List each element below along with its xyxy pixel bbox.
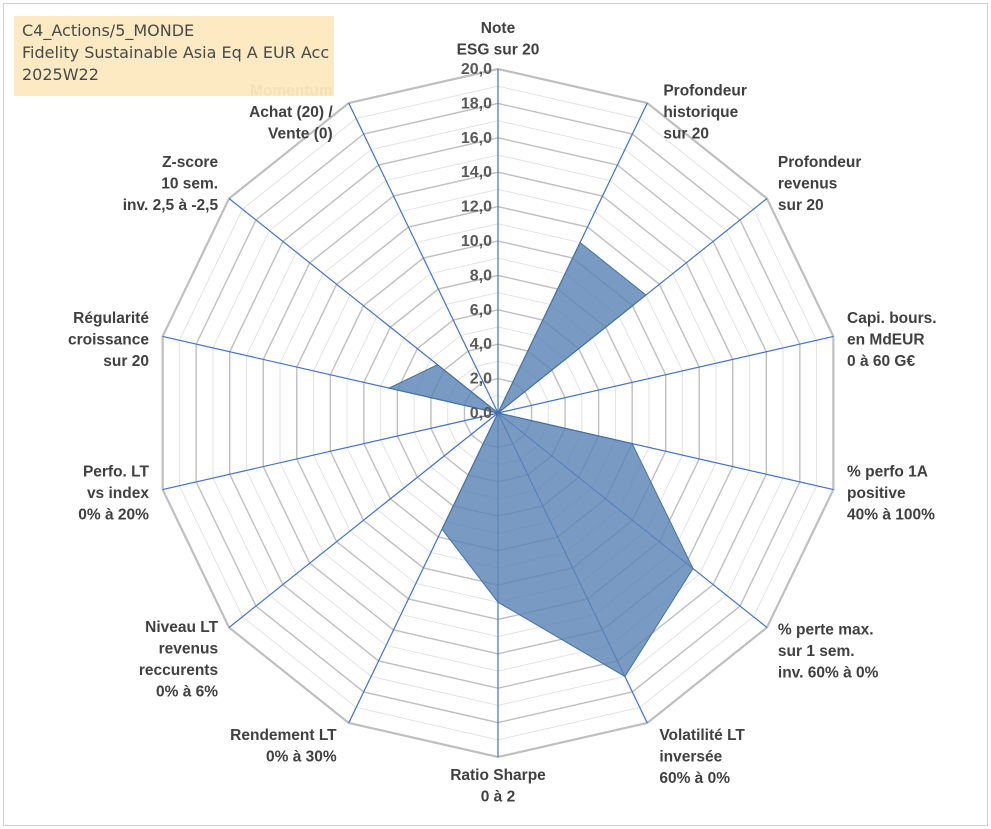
axis-label: % perte max. sur 1 sem. inv. 60% à 0%: [778, 622, 879, 682]
title-line-1: C4_Actions/5_MONDE: [22, 21, 195, 40]
title-line-3: 2025W22: [22, 65, 99, 84]
axis-label: Capi. bours. en MdEUR 0 à 60 G€: [847, 310, 937, 370]
title-line-2: Fidelity Sustainable Asia Eq A EUR Acc: [22, 43, 330, 62]
axis-label: Z-score 10 sem. inv. 2,5 à -2,5: [123, 154, 219, 214]
tick-label: 2,0: [470, 371, 492, 388]
axis-spoke: [348, 102, 499, 414]
tick-label: 12,0: [461, 199, 492, 216]
axis-label: % perfo 1A positive 40% à 100%: [847, 463, 935, 523]
radial-tick-labels: 0,0 2,0 4,0 6,0 8,0 10,0 12,0 14,0 16,0 18,0 20,0: [461, 61, 492, 422]
tick-label: 20,0: [461, 61, 492, 78]
tick-label: 8,0: [470, 267, 492, 284]
axis-label: Niveau LT revenus reccurents 0% à 6%: [139, 619, 219, 701]
tick-label: 6,0: [470, 302, 492, 319]
axis-spoke: [162, 412, 499, 491]
axis-label: Profondeur historique sur 20: [663, 82, 747, 142]
axis-spoke: [497, 335, 834, 414]
axis-label: Ratio Sharpe 0 à 2: [450, 767, 546, 806]
axis-label: Volatilité LT inversée 60% à 0%: [659, 727, 745, 787]
tick-label: 0,0: [470, 405, 492, 422]
tick-label: 16,0: [461, 130, 492, 147]
tick-label: 14,0: [461, 164, 492, 181]
radar-chart: 0,02,04,06,08,010,012,014,016,018,020,0 …: [68, 20, 937, 806]
axis-label: Profondeur revenus sur 20: [778, 154, 862, 214]
tick-label: 10,0: [461, 233, 492, 250]
title-box: C4_Actions/5_MONDE Fidelity Sustainable …: [14, 16, 334, 96]
chart-frame: 0,0 2,0 4,0 6,0 8,0 10,0 12,0 14,0 16,0 18,0 20,0 …: [3, 3, 988, 826]
axis-label: Note ESG sur 20: [457, 20, 540, 59]
axis-spoke: [228, 412, 499, 628]
axis-label: Régularité croissance sur 20: [68, 310, 149, 370]
series-area: [387, 241, 694, 678]
series-polygon: [387, 241, 694, 678]
tick-label: 18,0: [461, 95, 492, 112]
tick-label: 4,0: [470, 336, 492, 353]
axis-label: Perfo. LT vs index 0% à 20%: [78, 463, 149, 523]
axis-category-labels: Note ESG sur 20 Profondeur historique sur 20…: [68, 20, 937, 806]
axis-label: Rendement LT 0% à 30%: [230, 727, 337, 766]
